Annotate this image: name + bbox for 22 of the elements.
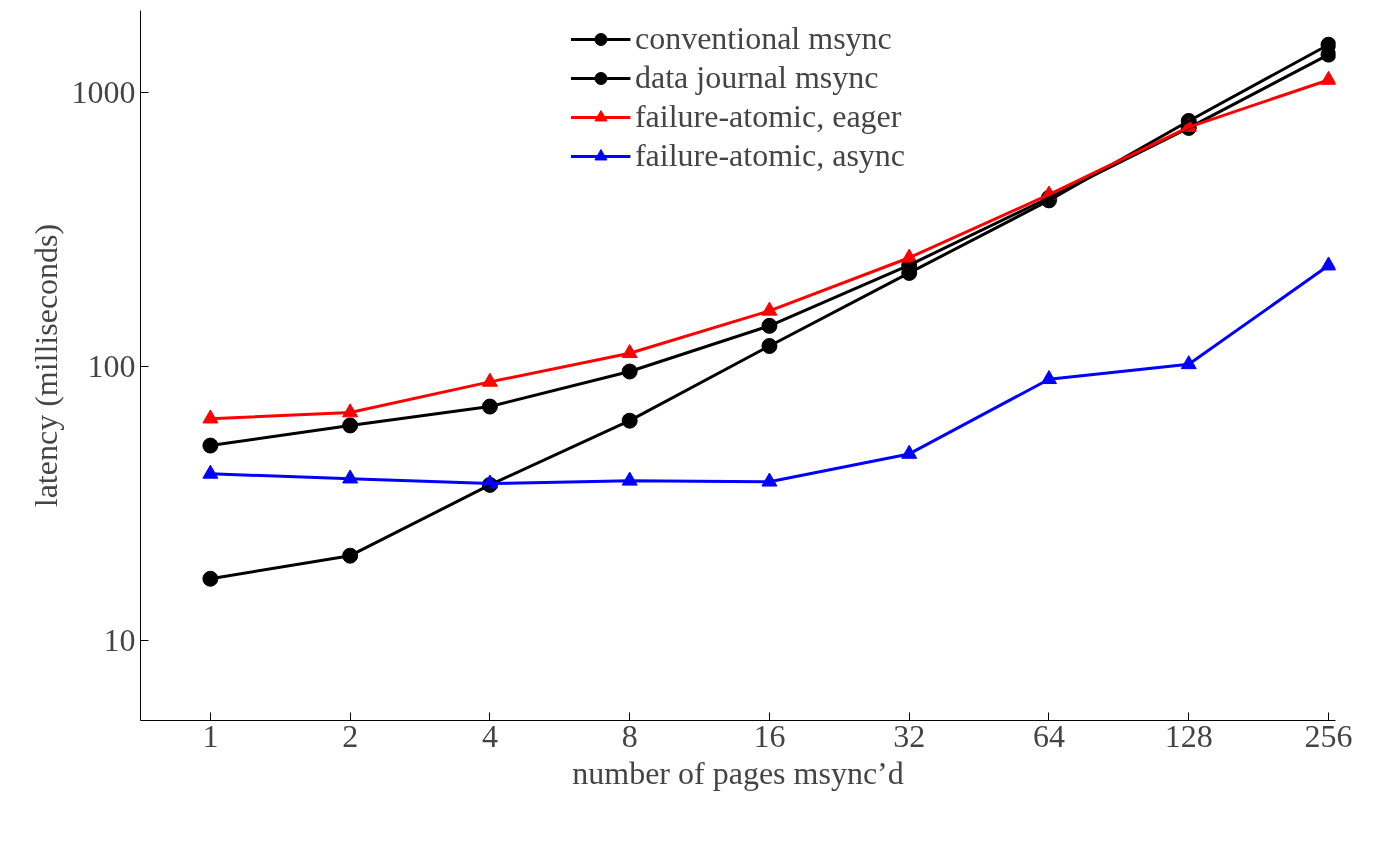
y-tick-label: 1000 [71,74,136,111]
legend-label: failure-atomic, async [634,137,906,174]
y-axis-title: latency (milliseconds) [27,223,64,508]
x-tick-label: 64 [1032,717,1065,754]
x-tick-label: 32 [893,717,926,754]
x-tick-label: 2 [342,717,359,754]
point [202,464,219,479]
x-axis-title: number of pages msync’d [572,754,904,791]
x-tick-label: 4 [481,717,498,754]
legend-label: conventional msync [634,20,892,57]
point [1320,70,1336,85]
legend-label: data journal msync [634,59,879,96]
point [1320,256,1336,271]
legend-label: failure-atomic, eager [634,98,902,135]
y-tick-label: 100 [87,348,136,385]
x-tick-label: 8 [621,717,638,754]
x-tick-label: 16 [753,717,786,754]
y-tick-label: 10 [103,621,136,658]
x-tick-label: 128 [1164,717,1213,754]
point [202,409,219,424]
x-tick-label: 256 [1304,717,1353,754]
x-tick-label: 1 [202,717,219,754]
